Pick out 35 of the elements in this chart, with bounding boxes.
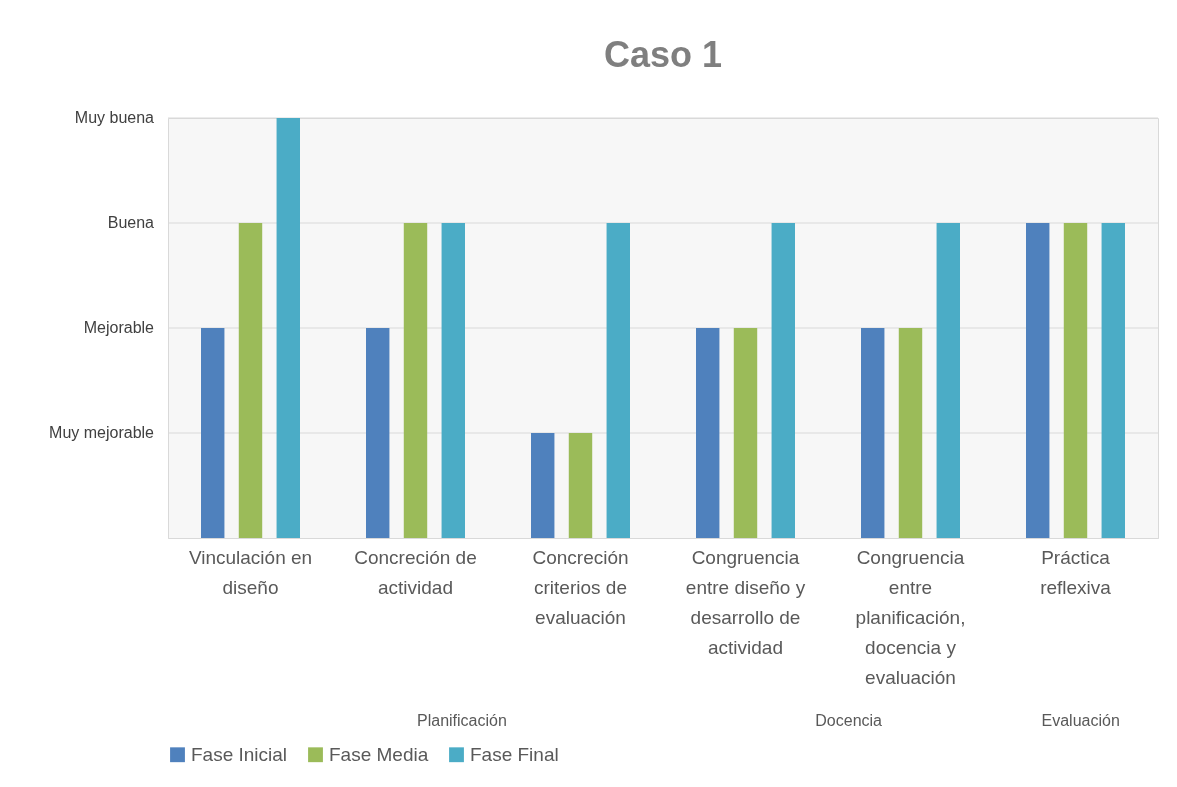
x-tick-label: Congruencia entre planificación, docencia y evaluación <box>855 546 966 688</box>
bar <box>1063 223 1088 538</box>
text: Muy buena <box>74 109 155 126</box>
text: Docencia <box>815 712 883 729</box>
bar <box>568 433 593 538</box>
x-tick-label: Práctica reflexiva <box>1040 546 1112 598</box>
bar <box>898 328 923 538</box>
text: Evaluación <box>1041 712 1120 729</box>
bar <box>403 223 428 538</box>
bar <box>238 223 263 538</box>
chart-title: Caso 1 <box>603 34 723 75</box>
text: Planificación <box>416 712 507 729</box>
bar <box>531 433 555 538</box>
bar <box>441 223 465 538</box>
bar <box>733 328 758 538</box>
legend-label: Fase Final <box>470 743 559 765</box>
bar <box>606 223 630 538</box>
x-tick-label: Vinculación en diseño <box>188 546 313 598</box>
x-tick-label: Congruencia entre diseño y desarrollo de actividad <box>685 546 806 658</box>
x-tick-label: Concreción de actividad <box>354 546 477 598</box>
bar <box>696 328 720 538</box>
legend-label: Fase Inicial <box>191 743 288 765</box>
text: Mejorable <box>83 319 155 336</box>
bar <box>201 328 225 538</box>
legend-label: Fase Media <box>329 743 429 765</box>
x-tick-label: Concreción criterios de evaluación <box>532 546 629 628</box>
bar <box>1026 223 1050 538</box>
bar <box>771 223 795 538</box>
bar <box>861 328 885 538</box>
bar <box>366 328 390 538</box>
bar <box>1101 223 1125 538</box>
text: Muy mejorable <box>49 424 155 441</box>
text: Buena <box>107 214 155 231</box>
bar <box>276 118 300 538</box>
bar <box>936 223 960 538</box>
